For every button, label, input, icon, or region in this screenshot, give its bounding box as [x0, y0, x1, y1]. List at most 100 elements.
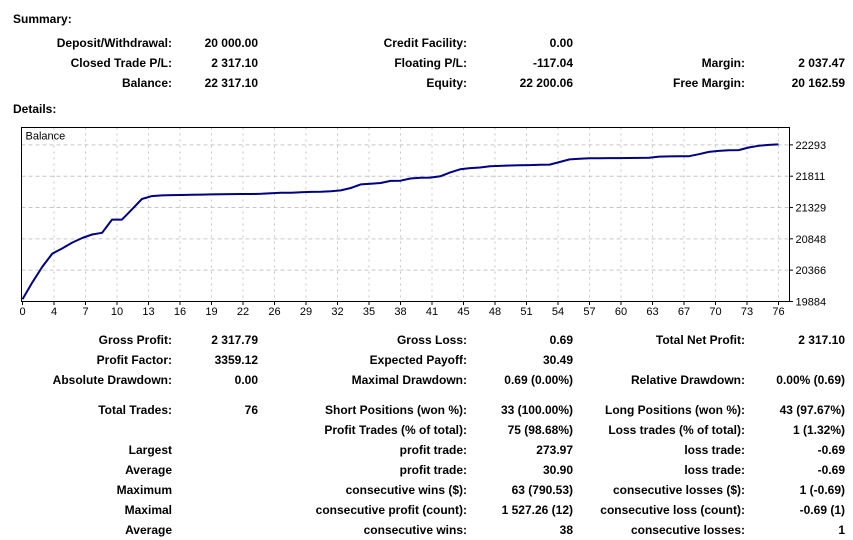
stat-value: 2 317.10 [211, 56, 258, 70]
stat-label [0, 420, 172, 440]
stat-value: 75 (98.68%) [507, 423, 573, 437]
x-tick-label: 16 [174, 306, 186, 318]
summary-table: Deposit/Withdrawal: 20 000.00 Credit Facil… [0, 33, 845, 93]
balance-chart: 0 4 7 10 13 16 19 22 26 29 32 35 38 41 45 48 51 54 57 60 63 6… [19, 127, 826, 318]
stat-label: Closed Trade P/L: [70, 56, 172, 70]
stat-label: Margin: [701, 56, 745, 70]
stat-label: loss trade: [684, 443, 745, 457]
stat-value [172, 460, 258, 480]
stat-row: Absolute Drawdown: 0.00 Maximal Drawdown: 0… [0, 370, 845, 390]
stat-label: Equity: [426, 76, 467, 90]
stat-value: 0.00 [234, 373, 258, 387]
stat-value: 43 (97.67%) [779, 403, 845, 417]
stat-label [573, 350, 745, 370]
stat-label: Balance: [121, 76, 172, 90]
stat-label: consecutive wins ($): [345, 483, 467, 497]
stat-value: 33 (100.00%) [500, 403, 573, 417]
x-tick-label: 7 [82, 306, 88, 318]
details-table: Gross Profit: 2 317.79 Gross Loss: 0.69 Tota… [0, 330, 845, 540]
x-tick-label: 4 [51, 306, 57, 318]
stat-label: Maximum [116, 483, 172, 497]
stat-value: 2 037.47 [798, 56, 845, 70]
y-tick-label: 20366 [796, 265, 827, 277]
balance-line [21, 143, 779, 300]
stat-row: Gross Profit: 2 317.79 Gross Loss: 0.69 Tota… [0, 330, 845, 350]
summary-heading: Summary: [13, 12, 72, 26]
stat-value [745, 33, 845, 53]
stat-value: -0.69 (1) [799, 503, 845, 517]
y-tick-label: 21329 [796, 203, 827, 215]
x-tick-label: 29 [300, 306, 312, 318]
y-tick-label: 20848 [796, 234, 827, 246]
stat-value [172, 500, 258, 520]
x-tick-label: 51 [520, 306, 532, 318]
y-tick-label: 21811 [796, 171, 826, 183]
stat-label: Maximal [124, 503, 172, 517]
x-tick-label: 19 [205, 306, 217, 318]
stat-row: Average consecutive wins: 38 consecutive lo… [0, 520, 845, 540]
x-tick-label: 73 [741, 306, 753, 318]
stat-label: Long Positions (won %): [605, 403, 745, 417]
x-tick-label: 76 [772, 306, 784, 318]
y-tick-label: 22293 [796, 140, 827, 152]
stat-value: -0.69 [817, 463, 845, 477]
stat-row: Profit Trades (% of total): 75 (98.68%) Lo… [0, 420, 845, 440]
stat-label: Absolute Drawdown: [52, 373, 172, 387]
stat-row: Maximum consecutive wins ($): 63 (790.53) c… [0, 480, 845, 500]
stat-label: Gross Loss: [396, 333, 467, 347]
stat-value: 22 200.06 [519, 76, 573, 90]
stat-label: Largest [128, 443, 172, 457]
stat-label: Gross Profit: [98, 333, 172, 347]
chart-axis-labels: 0 4 7 10 13 16 19 22 26 29 32 35 38 41 45 48 51 54 57 60 63 6… [19, 140, 826, 318]
stat-value: 3359.12 [214, 353, 258, 367]
stat-value: 1 (-0.69) [799, 483, 845, 497]
stat-value: 30.90 [542, 463, 573, 477]
x-tick-label: 0 [19, 306, 25, 318]
stat-value: -0.69 [817, 443, 845, 457]
stat-value: 1 527.26 (12) [501, 503, 573, 517]
stat-value: 20 162.59 [791, 76, 845, 90]
stat-label: profit trade: [399, 443, 467, 457]
stat-label: Maximal Drawdown: [351, 373, 467, 387]
stat-label: Expected Payoff: [369, 353, 467, 367]
x-tick-label: 32 [331, 306, 343, 318]
stat-label: Floating P/L: [394, 56, 467, 70]
x-tick-label: 26 [268, 306, 280, 318]
stat-label: Average [125, 523, 172, 537]
stat-value: -117.04 [532, 56, 573, 70]
stat-value: 2 317.10 [798, 333, 845, 347]
stat-value [172, 440, 258, 460]
stat-label: consecutive wins: [363, 523, 467, 537]
stat-label: consecutive losses ($): [612, 483, 745, 497]
y-tick-label: 19884 [796, 297, 827, 309]
x-tick-label: 63 [646, 306, 658, 318]
stat-row: Largest profit trade: 273.97 loss trade: -0.… [0, 440, 845, 460]
x-tick-label: 45 [457, 306, 469, 318]
chart-series-label: Balance [26, 131, 66, 143]
stat-value [172, 480, 258, 500]
x-tick-label: 22 [237, 306, 249, 318]
x-tick-label: 54 [552, 306, 564, 318]
stat-value: 76 [244, 403, 258, 417]
stat-label: Total Net Profit: [655, 333, 745, 347]
stat-value: 0.69 [549, 333, 573, 347]
chart-frame [21, 127, 790, 302]
stat-value: 1 [838, 523, 845, 537]
x-tick-label: 35 [363, 306, 375, 318]
stat-row: Average profit trade: 30.90 loss trade: -0.6… [0, 460, 845, 480]
stat-label [573, 33, 745, 53]
stat-row: Maximal consecutive profit (count): 1 527.… [0, 500, 845, 520]
stat-label: Loss trades (% of total): [608, 423, 745, 437]
stat-row: Total Trades: 76 Short Positions (won %): 3… [0, 400, 845, 420]
stat-label: profit trade: [399, 463, 467, 477]
stat-label: Deposit/Withdrawal: [56, 36, 172, 50]
x-tick-label: 60 [615, 306, 627, 318]
stat-value: 1 (1.32%) [792, 423, 845, 437]
stat-value: 20 000.00 [204, 36, 258, 50]
stat-label: Total Trades: [98, 403, 172, 417]
stat-label: loss trade: [684, 463, 745, 477]
stat-value: 2 317.79 [211, 333, 258, 347]
x-tick-label: 57 [583, 306, 595, 318]
stat-row: Profit Factor: 3359.12 Expected Payoff: 30.… [0, 350, 845, 370]
stat-label: Short Positions (won %): [325, 403, 467, 417]
